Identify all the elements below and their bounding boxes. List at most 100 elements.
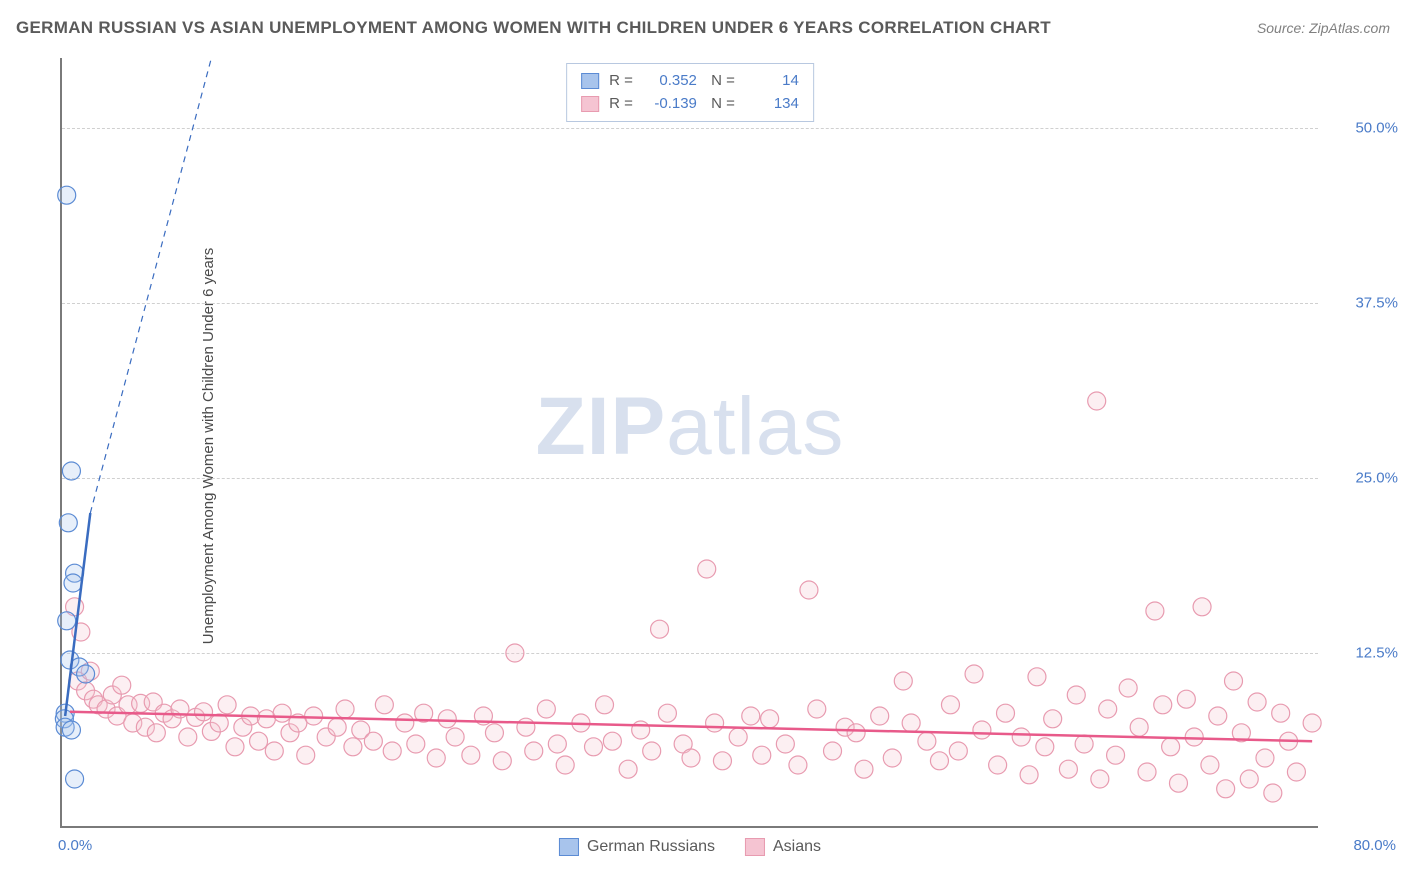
data-point [66, 770, 84, 788]
data-point [1248, 693, 1266, 711]
data-point [1162, 738, 1180, 756]
stats-row-1: R = 0.352 N = 14 [581, 70, 799, 93]
legend-item-2: Asians [745, 838, 821, 856]
data-point [1012, 728, 1030, 746]
data-point [396, 714, 414, 732]
data-point [273, 704, 291, 722]
plot-area: ZIPatlas 12.5%25.0%37.5%50.0% R = 0.352 … [60, 58, 1318, 828]
data-point [1264, 784, 1282, 802]
legend-label: Asians [773, 838, 821, 856]
stats-r-value: 0.352 [643, 70, 697, 93]
data-point [364, 732, 382, 750]
data-point [383, 742, 401, 760]
data-point [58, 186, 76, 204]
data-point [1020, 766, 1038, 784]
data-point [147, 724, 165, 742]
data-point [1036, 738, 1054, 756]
data-point [537, 700, 555, 718]
data-point [548, 735, 566, 753]
data-point [902, 714, 920, 732]
stats-r-label: R = [609, 93, 633, 116]
data-point [438, 710, 456, 728]
data-point [462, 746, 480, 764]
data-point [1169, 774, 1187, 792]
data-point [305, 707, 323, 725]
data-point [1256, 749, 1274, 767]
data-point [1028, 668, 1046, 686]
data-point [62, 721, 80, 739]
stats-r-label: R = [609, 70, 633, 93]
data-point [761, 710, 779, 728]
data-point [179, 728, 197, 746]
data-point [517, 718, 535, 736]
legend-swatch-icon [559, 838, 579, 856]
data-point [1067, 686, 1085, 704]
data-point [776, 735, 794, 753]
data-point [706, 714, 724, 732]
data-point [596, 696, 614, 714]
data-point [603, 732, 621, 750]
data-point [265, 742, 283, 760]
stats-r-value: -0.139 [643, 93, 697, 116]
data-point [643, 742, 661, 760]
data-point [742, 707, 760, 725]
data-point [250, 732, 268, 750]
data-point [800, 581, 818, 599]
legend-swatch-icon [745, 838, 765, 856]
data-point [506, 644, 524, 662]
data-point [1138, 763, 1156, 781]
chart-header: GERMAN RUSSIAN VS ASIAN UNEMPLOYMENT AMO… [16, 18, 1390, 38]
data-point [1272, 704, 1290, 722]
data-point [847, 724, 865, 742]
stats-box: R = 0.352 N = 14 R = -0.139 N = 134 [566, 63, 814, 122]
data-point [58, 612, 76, 630]
data-point [64, 574, 82, 592]
data-point [1201, 756, 1219, 774]
data-point [195, 703, 213, 721]
data-point [997, 704, 1015, 722]
data-point [585, 738, 603, 756]
data-point [1059, 760, 1077, 778]
data-point [658, 704, 676, 722]
stats-n-label: N = [707, 70, 735, 93]
data-point [808, 700, 826, 718]
data-point [328, 718, 346, 736]
legend-item-1: German Russians [559, 838, 715, 856]
stats-n-value: 134 [745, 93, 799, 116]
stats-row-2: R = -0.139 N = 134 [581, 93, 799, 116]
data-point [789, 756, 807, 774]
data-point [1287, 763, 1305, 781]
data-point [1177, 690, 1195, 708]
data-point [941, 696, 959, 714]
stats-n-label: N = [707, 93, 735, 116]
scatter-svg [62, 58, 1318, 826]
data-point [1099, 700, 1117, 718]
trend-line-extension [90, 58, 211, 513]
chart-source: Source: ZipAtlas.com [1257, 20, 1390, 36]
legend-label: German Russians [587, 838, 715, 856]
data-point [493, 752, 511, 770]
stats-n-value: 14 [745, 70, 799, 93]
data-point [989, 756, 1007, 774]
data-point [1091, 770, 1109, 788]
data-point [651, 620, 669, 638]
data-point [949, 742, 967, 760]
data-point [446, 728, 464, 746]
data-point [883, 749, 901, 767]
data-point [855, 760, 873, 778]
stats-swatch-icon [581, 73, 599, 89]
data-point [336, 700, 354, 718]
data-point [1209, 707, 1227, 725]
data-point [871, 707, 889, 725]
data-point [427, 749, 445, 767]
data-point [62, 462, 80, 480]
data-point [344, 738, 362, 756]
data-point [1075, 735, 1093, 753]
data-point [556, 756, 574, 774]
data-point [632, 721, 650, 739]
data-point [485, 724, 503, 742]
data-point [1225, 672, 1243, 690]
y-tick-label: 50.0% [1328, 120, 1398, 137]
y-tick-label: 12.5% [1328, 645, 1398, 662]
x-tick-min: 0.0% [58, 837, 92, 854]
